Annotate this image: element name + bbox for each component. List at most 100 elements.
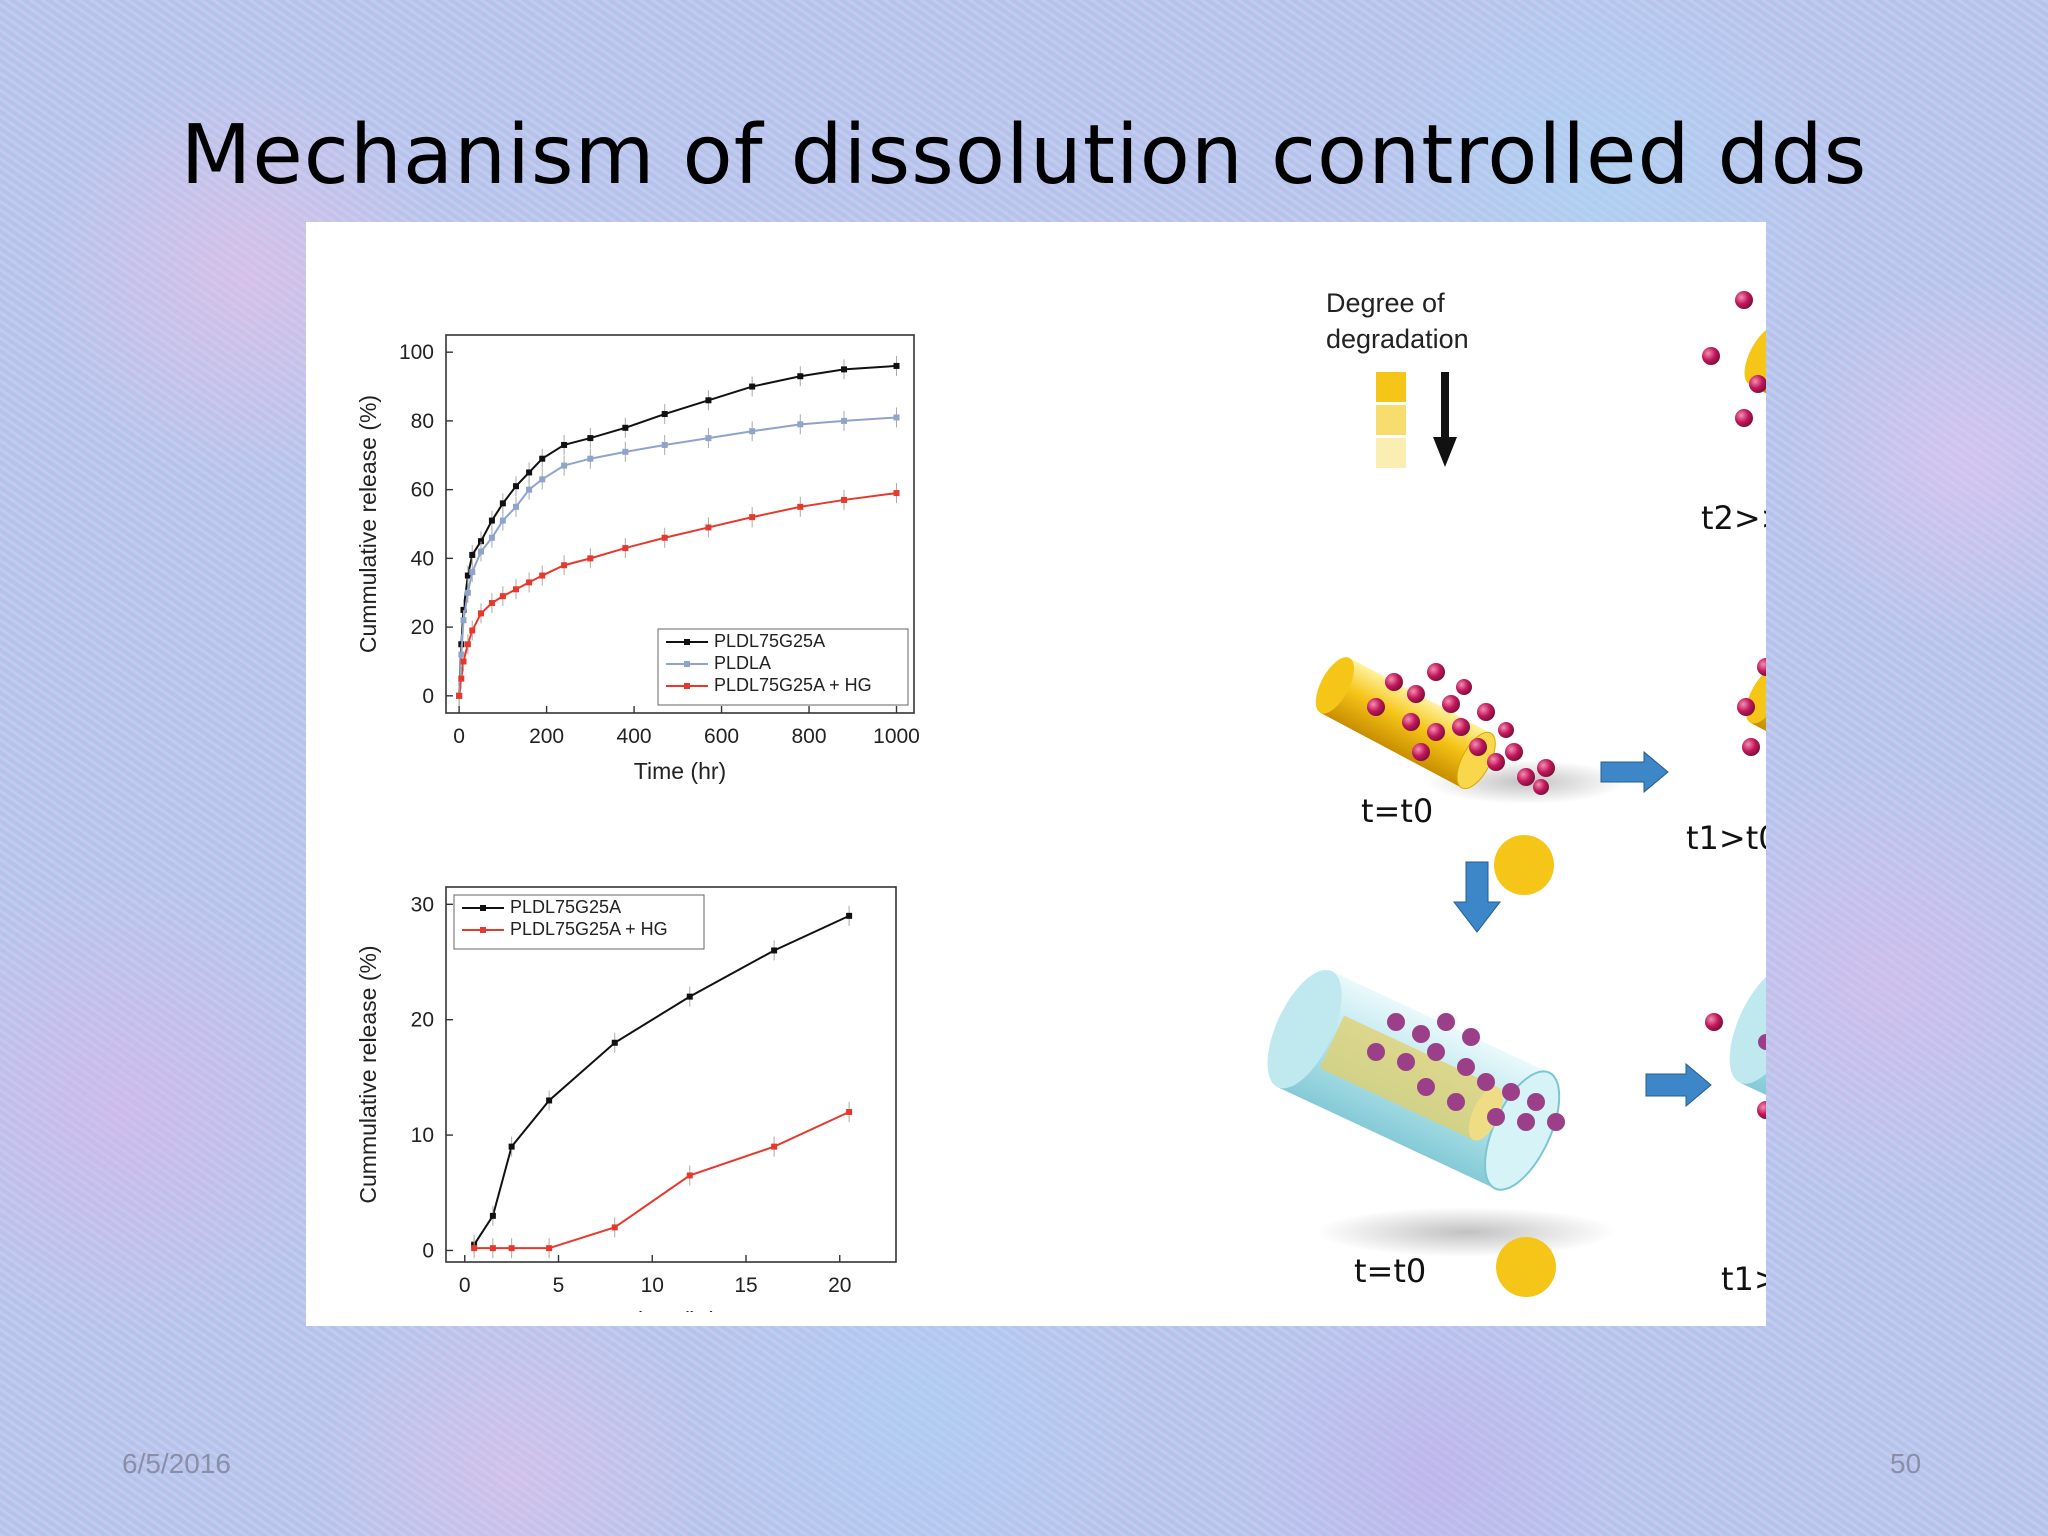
arrow-right-icon-2 [1645,1062,1712,1108]
chart1-x-axis-label: Time (hr) [625,1307,717,1312]
chart0-data-point [561,462,568,469]
chart0-data-point [464,641,471,648]
chart0-data-point [841,496,848,503]
rod-t0-top [1315,657,1626,804]
degree-swatch-low [1376,438,1406,468]
degree-swatch-high [1376,372,1406,402]
chart0-data-point [469,627,476,634]
chart1-legend-label: PLDL75G25A + HG [510,919,668,939]
slide-title: Mechanism of dissolution controlled dds [180,108,1868,203]
chart1-series-line-0 [473,914,850,1246]
chart0-x-tick-label: 1000 [873,725,920,748]
chart0-data-point [749,428,756,435]
chart1-data-point [508,1143,515,1150]
degradation-diagram: Degree of degradation [1267,288,1766,1298]
degree-arrow-icon [1433,372,1457,467]
chart1-data-point [611,1039,618,1046]
chart0-x-tick-label: 0 [453,725,465,748]
chart1-y-tick-label: 10 [411,1124,434,1147]
chart0-data-point [893,414,900,421]
chart0-data-point [512,483,519,490]
chart1-legend-label: PLDL75G25A [510,897,621,917]
chart0-legend-label: PLDL75G25A [714,631,825,651]
chart1-legend-box [453,894,705,950]
chart0-data-point [622,545,629,552]
sphere-solid-t0-top [1494,835,1554,895]
chart0-data-point [749,383,756,390]
chart1-x-tick-label: 10 [641,1274,664,1297]
chart0-data-point [841,366,848,373]
chart0-legend-label: PLDLA [714,653,771,673]
chart1-data-point [508,1245,515,1252]
label-t0-top: t=t0 [1361,792,1433,830]
chart0-y-tick-label: 40 [411,547,434,570]
chart1-x-tick-label: 20 [828,1274,851,1297]
label-t1-gt-t0: t1>t0 [1686,819,1766,857]
chart0-data-point [526,469,533,476]
chart1-data-point [546,1097,553,1104]
chart1-data-point [846,1109,853,1115]
chart0-data-point [488,534,495,541]
chart1-x-tick-label: 15 [734,1274,757,1297]
chart0-data-point [539,476,546,483]
chart0-data-point [477,610,484,617]
chart1-data-point [546,1245,553,1252]
chart1-data-point [489,1212,496,1219]
chart1-x-tick-label: 0 [459,1274,471,1297]
chart1-y-tick-label: 0 [422,1239,434,1262]
chart0-data-point [464,572,471,579]
chart0-data-point [587,455,594,462]
chart1-data-point [771,1143,778,1150]
chart0-series-line-0 [458,364,897,696]
chart1-data-point [471,1245,478,1252]
chart0-data-point [526,579,533,586]
chart0-data-point [705,397,712,404]
chart0-x-tick-label: 800 [792,725,827,748]
chart0-data-point [539,455,546,462]
chart1-y-tick-label: 20 [411,1009,434,1032]
degree-swatch-mid [1376,405,1406,435]
chart0-y-tick-label: 100 [399,341,434,364]
chart0-data-point [477,548,484,555]
chart1-y-tick-label: 30 [411,893,434,916]
chart0-x-tick-label: 200 [529,725,564,748]
chart0-data-point [477,538,484,545]
release-chart-long: 0 200 400 600 800 1000 0 20 40 60 80 100 Time (hr) Cu… [355,334,920,784]
chart0-y-axis-label: Cummulative release (%) [355,395,381,653]
chart0-data-point [661,411,668,418]
chart0-data-point [749,514,756,521]
degree-label-line1: Degree of [1326,288,1445,318]
chart1-y-axis-label: Cummulative release (%) [355,945,381,1203]
chart0-data-point [499,517,506,524]
chart0-data-point [841,417,848,424]
chart0-y-tick-label: 60 [411,479,434,502]
chart0-y-tick-label: 0 [422,685,434,708]
chart0-y-tick-label: 80 [411,410,434,433]
chart0-data-point [587,555,594,562]
chart0-data-point [622,424,629,431]
chart0-data-point [460,658,467,665]
chart0-data-point [469,551,476,558]
arrow-down-icon [1452,861,1502,933]
chart1-plot-frame [445,886,897,1263]
label-t1-gg-t0: t1>>t0 [1721,1260,1766,1298]
chart0-data-point [460,606,467,613]
label-t0-bottom: t=t0 [1354,1252,1426,1290]
chart1-data-point [846,912,853,919]
degree-label-line2: degradation [1326,324,1469,354]
chart0-data-point [488,600,495,607]
sphere-solid-t0-bottom [1496,1237,1556,1297]
chart0-data-point [512,503,519,510]
slide-date: 6/5/2016 [122,1448,231,1479]
chart0-x-tick-label: 600 [704,725,739,748]
chart1-data-point [489,1245,496,1252]
hydrogel-rod-t1 [1705,965,1766,1185]
chart1-data-point [686,1172,693,1179]
chart0-data-point [539,572,546,579]
chart0-series-line-1 [458,416,897,696]
chart0-data-point [705,524,712,531]
chart0-legend-marker [684,661,690,667]
chart0-data-point [460,617,467,624]
chart0-data-point [797,503,804,510]
chart0-data-point [893,490,900,497]
